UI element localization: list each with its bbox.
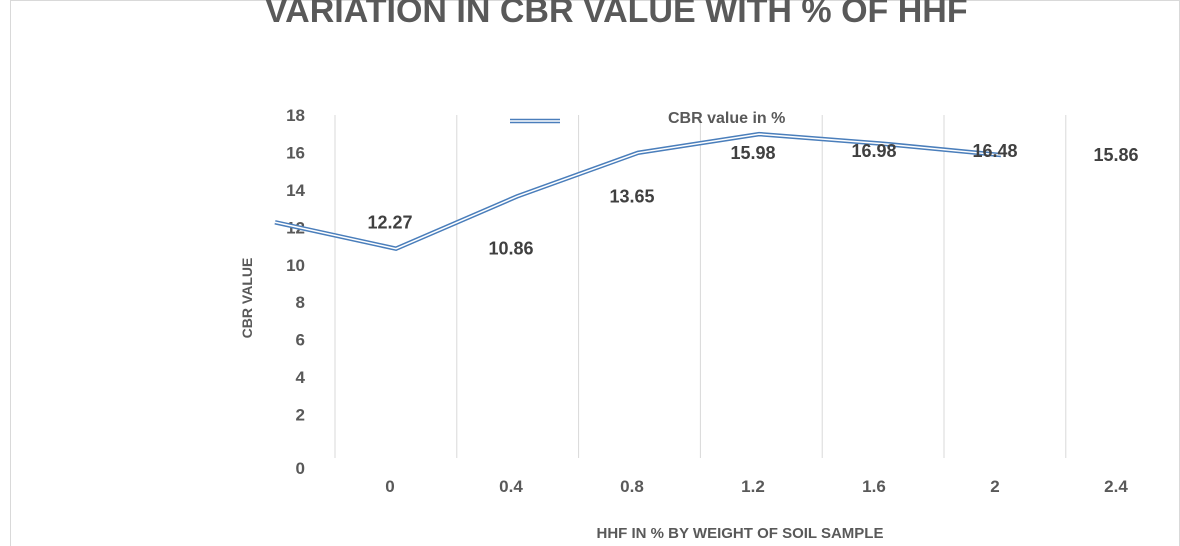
x-tick-label: 1.2 — [741, 477, 765, 496]
data-label: 13.65 — [609, 186, 654, 206]
x-tick-label: 1.6 — [862, 477, 886, 496]
y-tick-label: 16 — [286, 143, 305, 162]
chart-frame — [10, 0, 1180, 546]
y-axis-label: CBR VALUE — [239, 258, 255, 339]
y-tick-label: 18 — [286, 106, 305, 125]
data-label: 16.48 — [972, 141, 1017, 161]
series-line-inner — [274, 133, 1002, 250]
legend-label: CBR value in % — [668, 110, 785, 127]
data-label: 10.86 — [488, 239, 533, 259]
x-tick-label: 0 — [385, 477, 394, 496]
x-tick-label: 0.4 — [499, 477, 523, 496]
x-axis-label: HHF IN % BY WEIGHT OF SOIL SAMPLE — [597, 525, 884, 542]
y-tick-label: 4 — [296, 368, 306, 387]
y-tick-label: 14 — [286, 181, 305, 200]
x-tick-label: 2.4 — [1104, 477, 1128, 496]
y-tick-label: 2 — [296, 406, 305, 425]
y-tick-label: 10 — [286, 256, 305, 275]
x-tick-label: 2 — [990, 477, 999, 496]
data-label: 12.27 — [367, 212, 412, 232]
data-label: 15.86 — [1093, 145, 1138, 165]
y-tick-label: 0 — [296, 459, 305, 478]
chart-title: VARIATION IN CBR VALUE WITH % OF HHF — [265, 0, 968, 30]
data-label: 15.98 — [730, 143, 775, 163]
y-tick-label: 8 — [296, 293, 305, 312]
x-tick-label: 0.8 — [620, 477, 644, 496]
data-label: 16.98 — [851, 141, 896, 161]
y-tick-label: 6 — [296, 331, 305, 350]
